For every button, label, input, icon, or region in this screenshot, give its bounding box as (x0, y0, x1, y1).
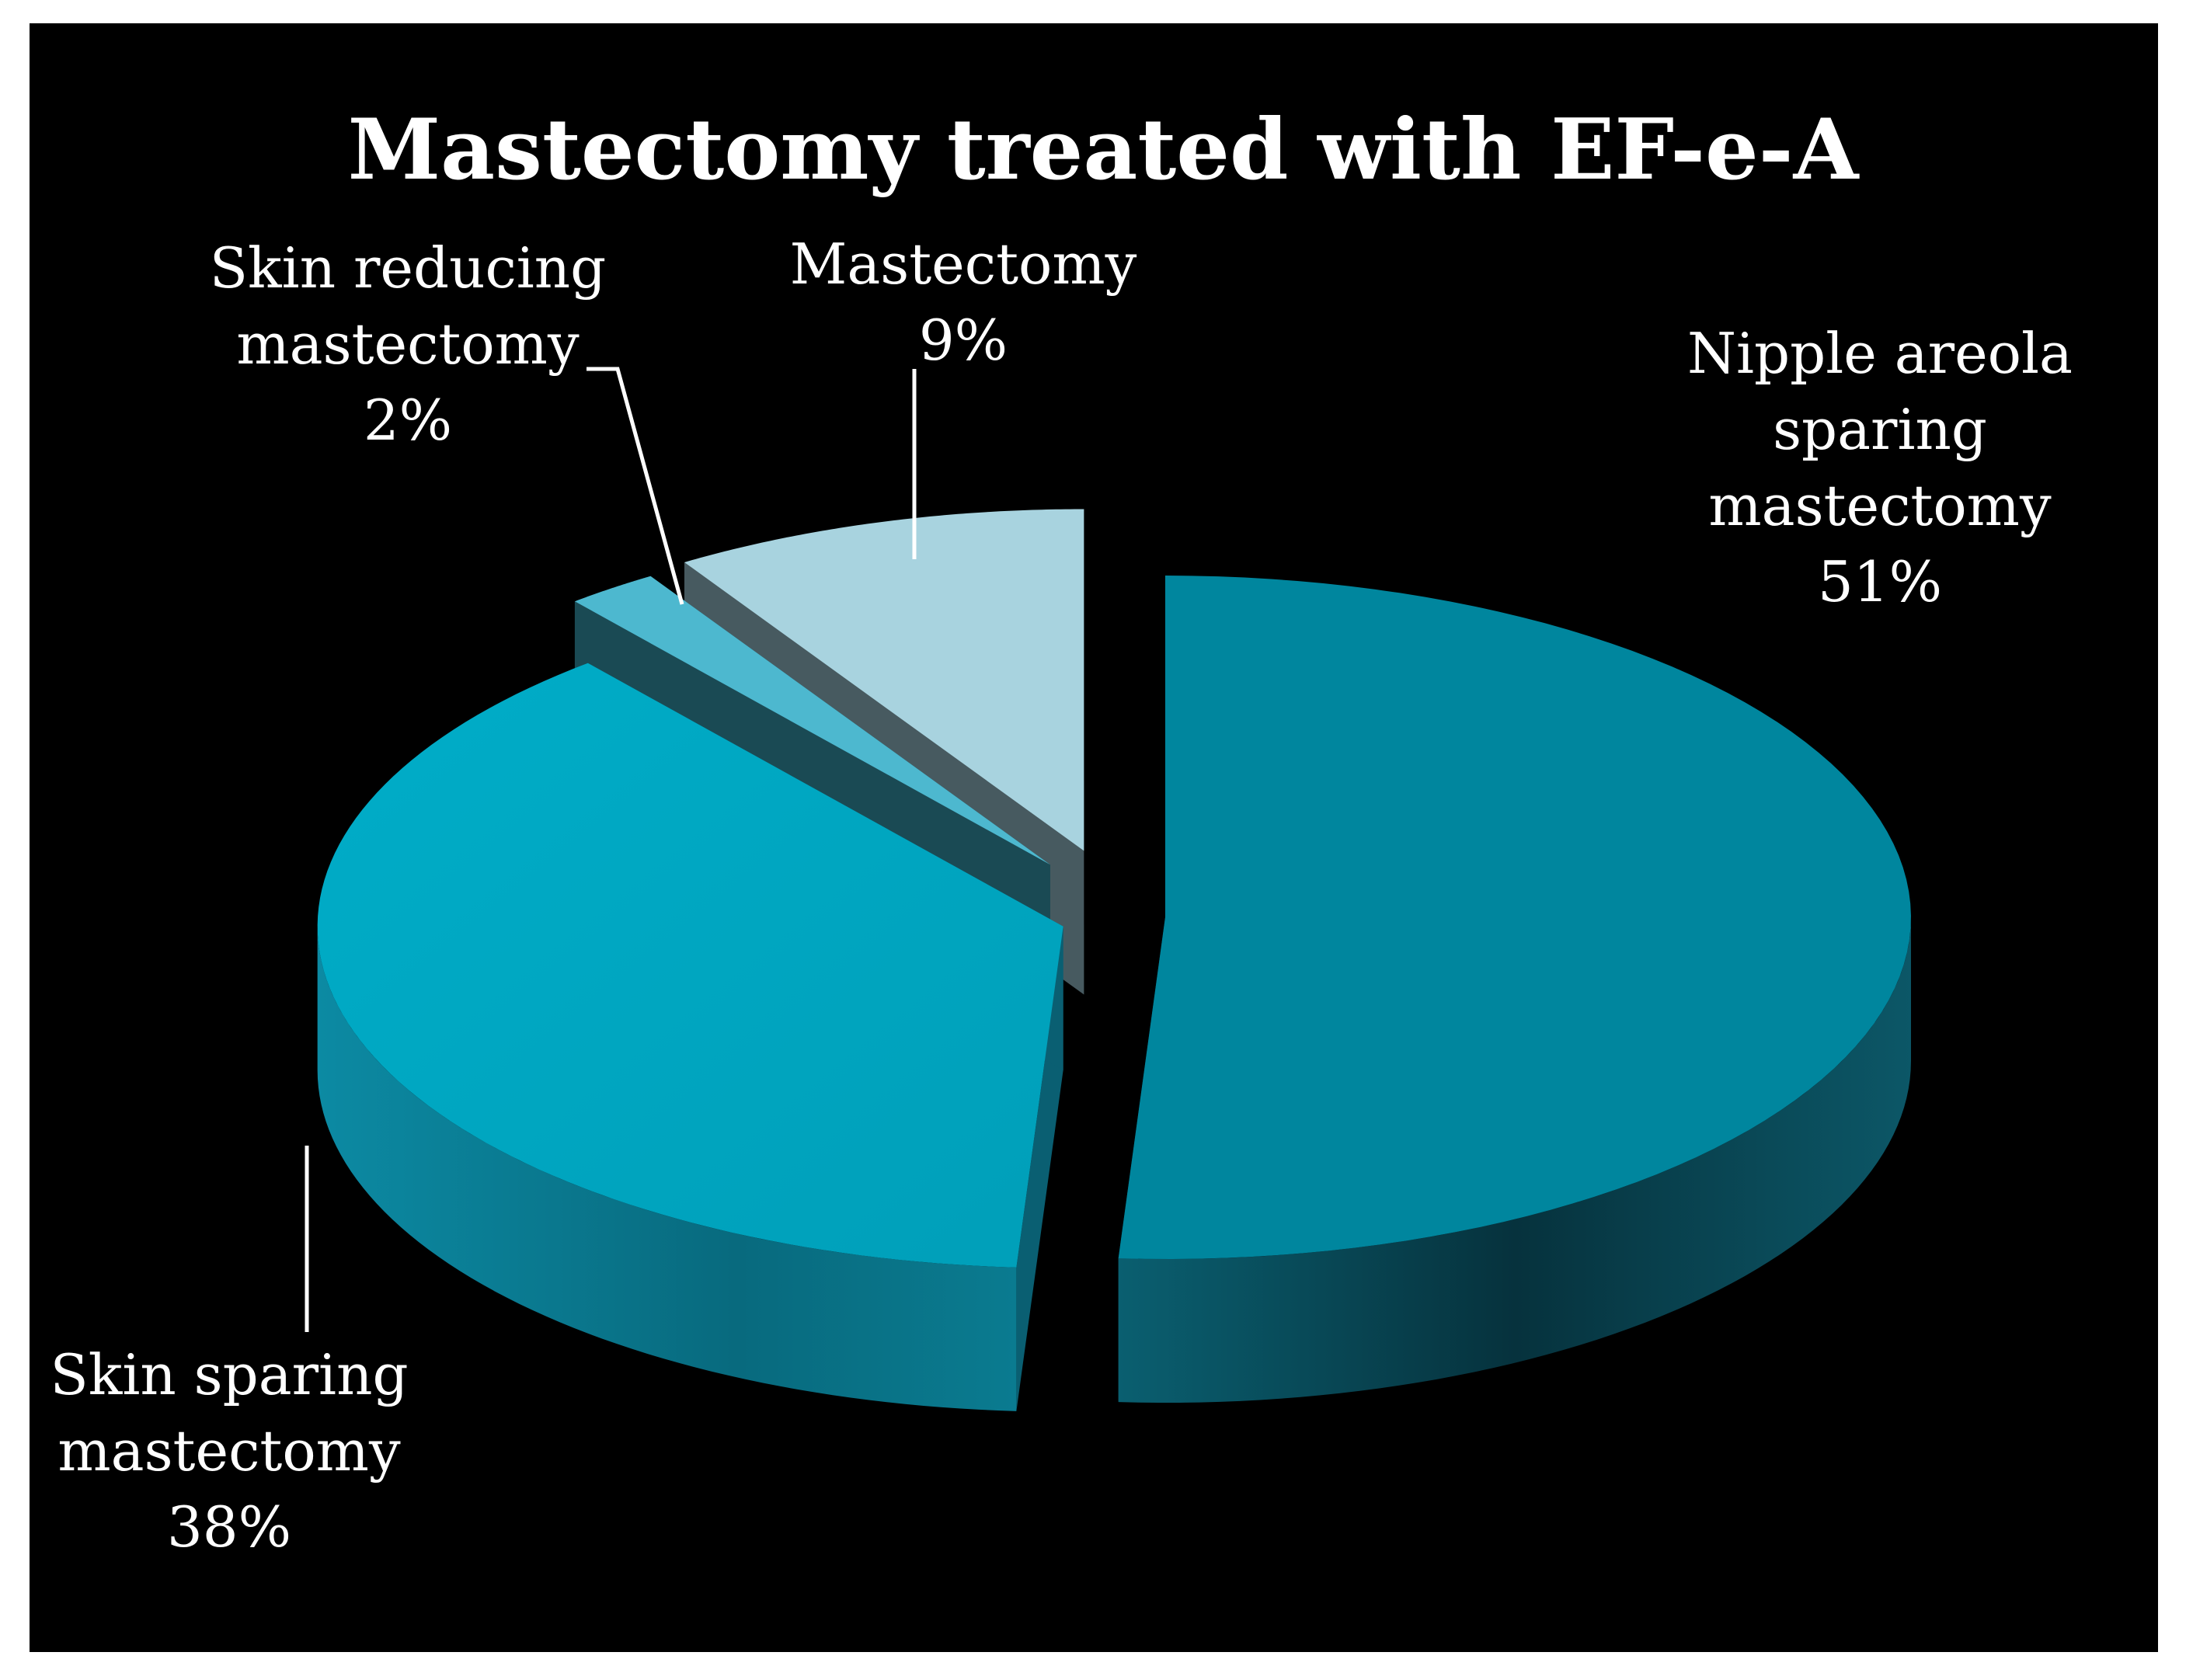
slice-side-wall (1118, 917, 1911, 1403)
slice-label-line: mastectomy (1708, 473, 2052, 538)
slice-label-line: 2% (364, 388, 452, 453)
slice-label-skin-sparing-mastectomy: Skin sparing mastectomy 38% (50, 1342, 408, 1560)
slice-label-line: Skin sparing (50, 1342, 408, 1407)
slice-top-face (574, 576, 1050, 865)
slice-label-line: Skin reducing (210, 235, 607, 301)
slice-label-line: 51% (1818, 549, 1942, 614)
slice-label-line: 38% (167, 1494, 291, 1560)
slice-top-face (684, 509, 1084, 851)
slice-label-skin-reducing-mastectomy: Skin reducing mastectomy 2% (210, 235, 607, 453)
leader-skin-reducing (587, 367, 684, 605)
slice-label-line: mastectomy (236, 311, 580, 377)
slice-side-wall (317, 926, 1017, 1411)
slice-top-face (317, 663, 1063, 1268)
slice-label-line: mastectomy (57, 1418, 401, 1483)
pie-slice-skin-sparing-mastectomy (317, 663, 1063, 1411)
slice-label-mastectomy: Mastectomy 9% (790, 231, 1137, 373)
slice-label-line: sparing (1773, 397, 1987, 462)
pie-slice-nipple-areola-sparing-mastectomy (1118, 576, 1911, 1403)
slice-label-line: 9% (919, 308, 1008, 373)
slice-label-line: Mastectomy (790, 231, 1137, 297)
slice-label-nipple-areola-sparing-mastectomy: Nipple areola sparing mastectomy 51% (1687, 321, 2073, 614)
chart-title: Mastectomy treated with EF-e-A (348, 101, 1861, 199)
slice-top-face (1118, 576, 1911, 1260)
slice-label-line: Nipple areola (1687, 321, 2073, 386)
